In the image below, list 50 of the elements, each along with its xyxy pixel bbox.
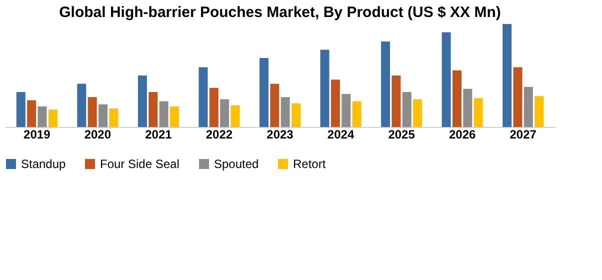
bar — [259, 58, 268, 127]
legend-label: Standup — [21, 157, 66, 171]
legend-label: Retort — [293, 157, 326, 171]
bar — [342, 94, 351, 127]
bar — [230, 105, 240, 127]
bar — [352, 101, 362, 127]
bar — [48, 109, 58, 127]
bar — [320, 50, 330, 127]
x-tick-label: 2025 — [388, 128, 416, 142]
bar — [98, 104, 108, 127]
bar — [452, 70, 462, 127]
bar — [198, 67, 208, 127]
bar — [27, 100, 36, 127]
bar — [392, 76, 401, 127]
bar — [330, 80, 340, 127]
bar — [88, 97, 97, 127]
bar — [109, 108, 118, 127]
bar — [159, 101, 168, 127]
x-tick-label: 2020 — [84, 128, 112, 142]
legend-label: Spouted — [214, 157, 259, 171]
bar — [413, 99, 422, 127]
x-tick-label: 2022 — [206, 128, 233, 142]
bar — [38, 106, 47, 127]
x-tick-label: 2027 — [510, 128, 537, 142]
bar — [220, 99, 230, 127]
bar — [292, 103, 301, 127]
x-tick-label: 2023 — [266, 128, 294, 142]
bar — [463, 88, 472, 127]
bar — [442, 32, 451, 127]
legend-label: Four Side Seal — [100, 157, 180, 171]
x-tick-label: 2024 — [327, 128, 354, 142]
bar — [381, 42, 390, 127]
x-tick-label: 2019 — [24, 128, 51, 142]
bar — [513, 67, 522, 127]
bar — [474, 98, 483, 127]
x-tick-label: 2021 — [145, 128, 172, 142]
bar — [534, 96, 544, 127]
x-tick-label: 2026 — [448, 128, 476, 142]
chart-title: Global High-barrier Pouches Market, By Product (US $ XX Mn) — [59, 4, 501, 21]
bar — [270, 84, 280, 127]
bar — [524, 86, 533, 127]
bar — [170, 106, 179, 127]
bar — [16, 92, 26, 127]
bar — [138, 76, 147, 127]
bar — [148, 92, 158, 127]
bar — [402, 92, 412, 127]
bar — [77, 84, 86, 127]
bar — [502, 24, 512, 127]
bar — [280, 97, 290, 127]
bar — [209, 88, 218, 127]
